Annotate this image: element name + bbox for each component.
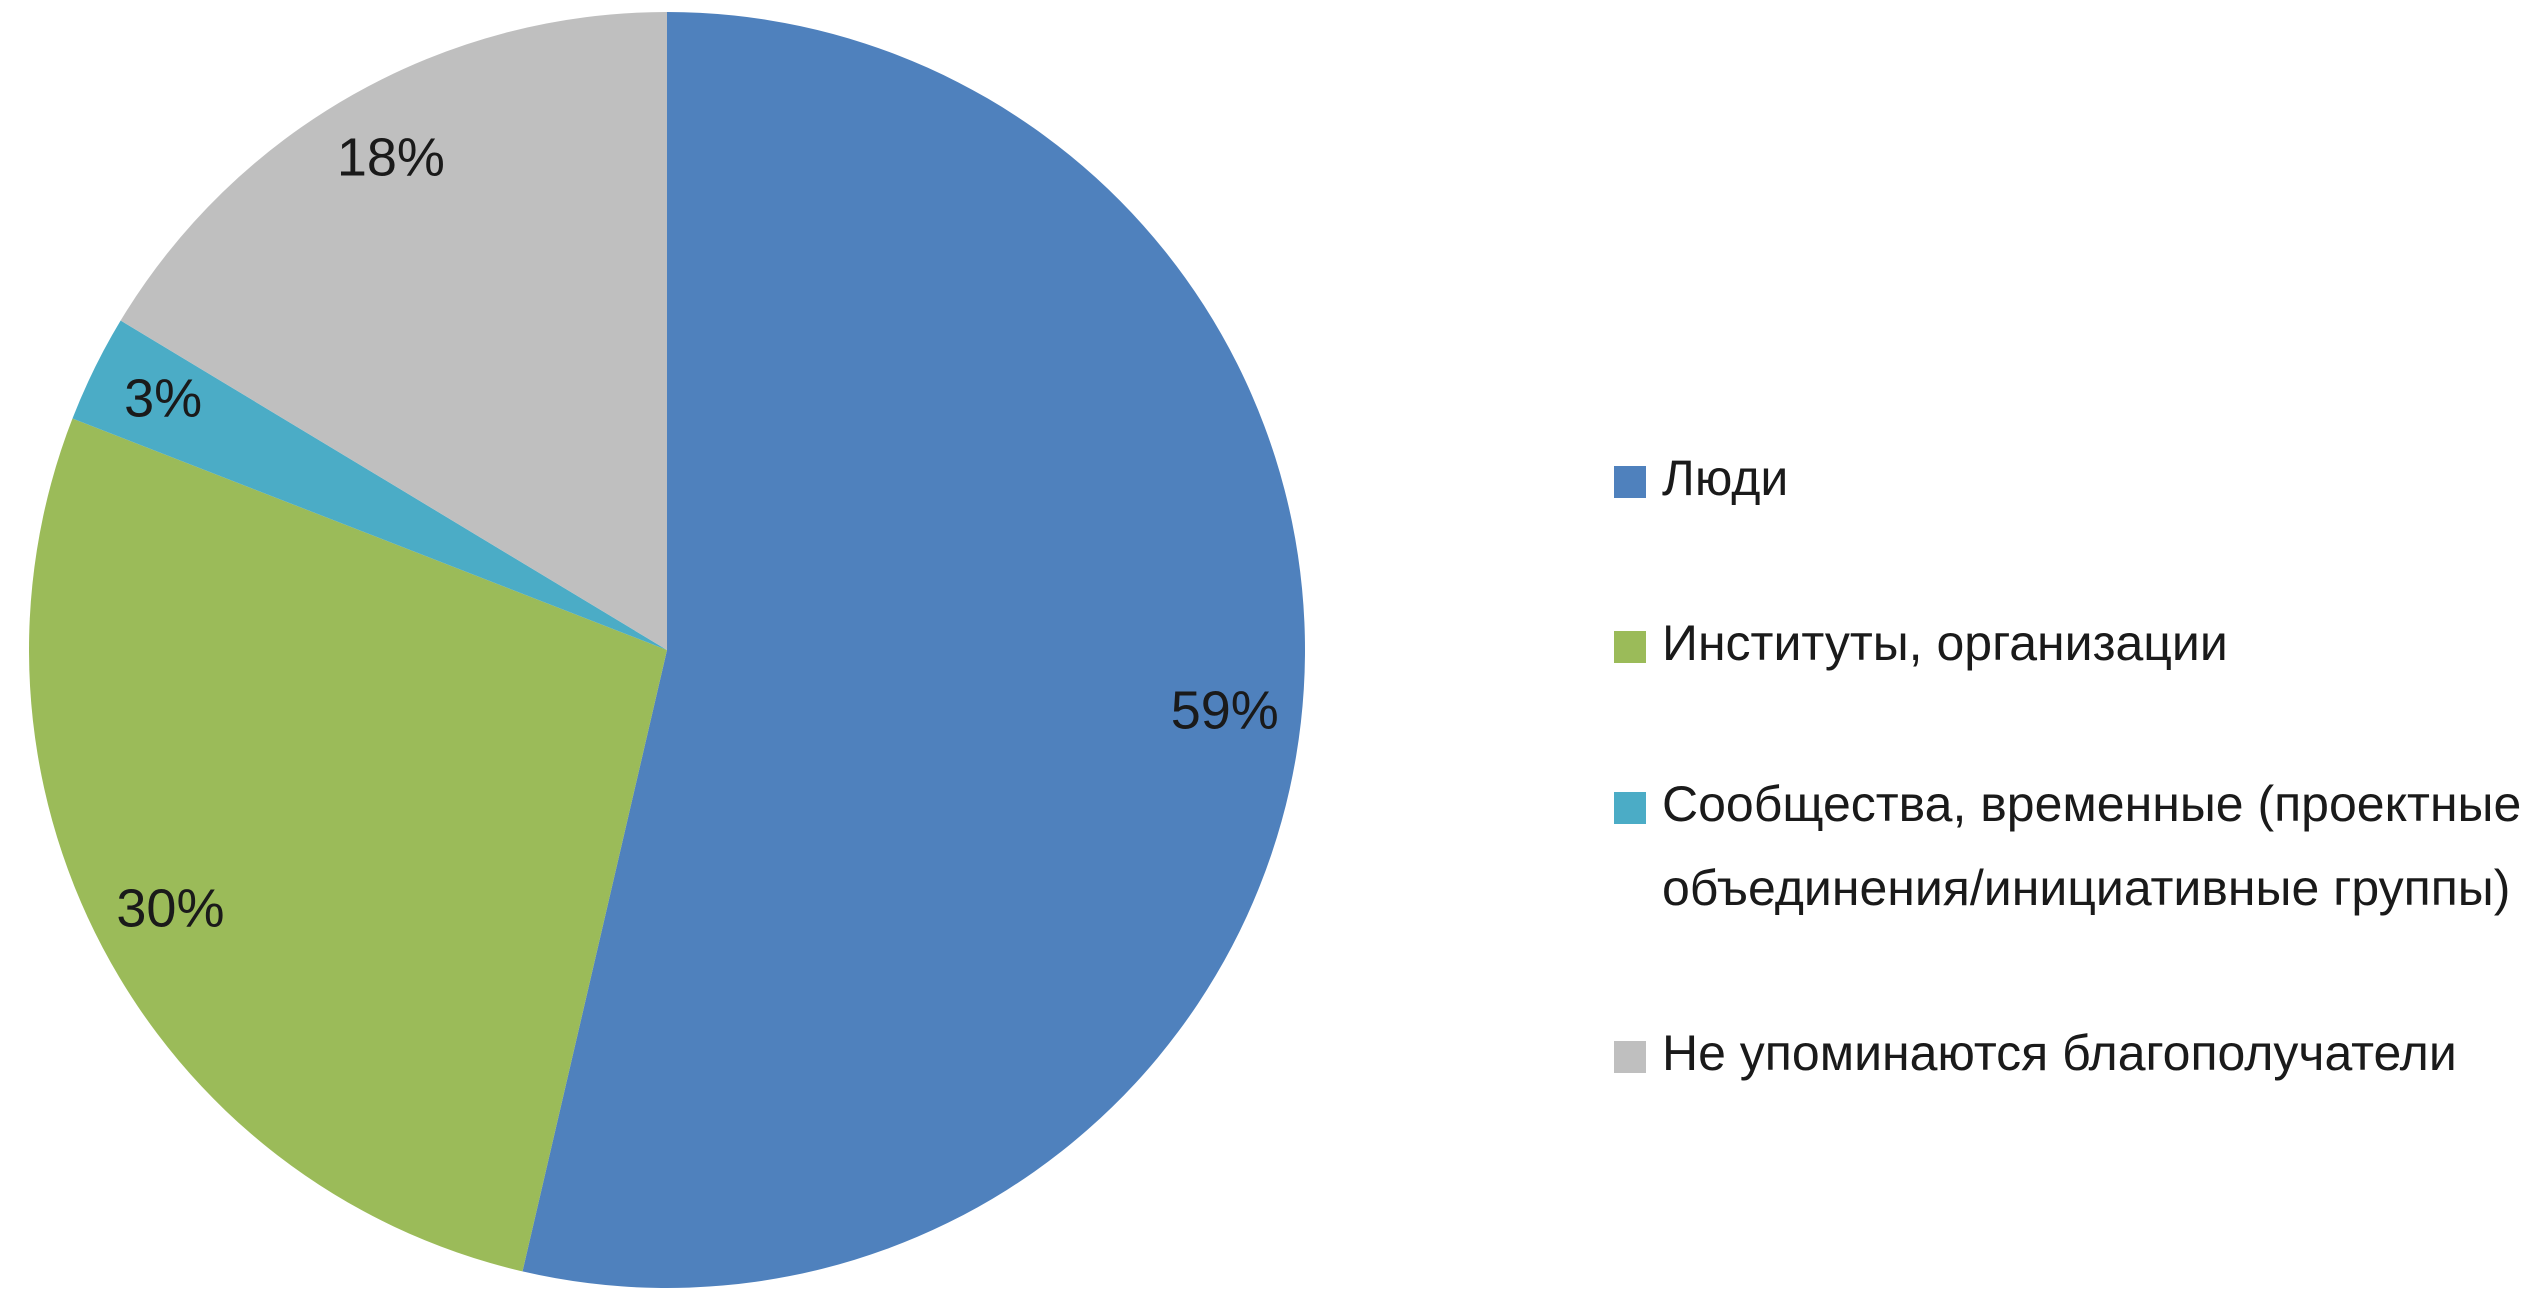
data-label: 3% xyxy=(124,369,202,429)
pie-slice xyxy=(120,12,668,650)
legend-line: объединения/инициативные группы) xyxy=(1662,860,2510,916)
data-label: 18% xyxy=(337,127,445,187)
pie-slice xyxy=(522,12,1306,1289)
legend-swatch xyxy=(1614,792,1646,824)
pie-slice xyxy=(28,418,668,1272)
legend-swatch xyxy=(1614,1041,1646,1073)
legend-swatch xyxy=(1614,631,1646,663)
data-label: 59% xyxy=(1171,680,1279,740)
legend-line: Сообщества, временные (проектные xyxy=(1662,776,2521,832)
legend-label: Не упоминаются благополучатели xyxy=(1662,1025,2457,1081)
pie-slice xyxy=(72,320,667,650)
data-label: 30% xyxy=(116,878,224,938)
legend-label: Сообщества, временные (проектные объедине… xyxy=(1662,776,2521,916)
legend-label: Институты, организации xyxy=(1662,615,2228,671)
legend-label: Люди xyxy=(1662,450,1788,506)
legend-swatch xyxy=(1614,466,1646,498)
